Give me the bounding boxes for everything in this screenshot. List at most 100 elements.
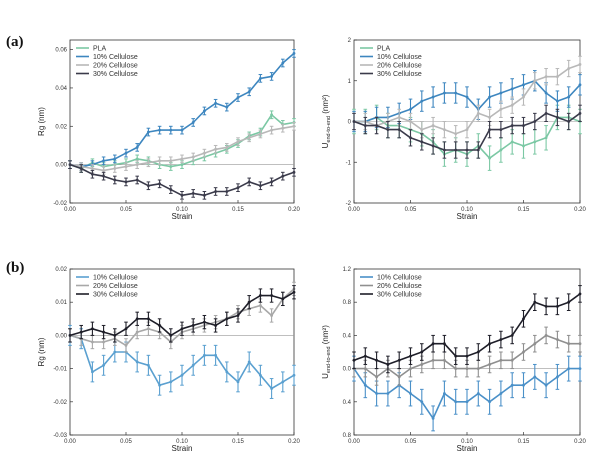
data-point <box>443 392 446 395</box>
x-tick-label: 0.05 <box>120 207 132 213</box>
data-point <box>169 334 173 337</box>
data-point <box>397 358 401 362</box>
y-tick-label: 0.8 <box>343 433 352 439</box>
panel-label-a: (a) <box>6 34 24 50</box>
data-point <box>158 383 162 387</box>
data-point <box>270 294 273 297</box>
data-point <box>169 159 173 163</box>
data-point <box>409 120 412 123</box>
data-point <box>420 350 424 354</box>
data-point <box>556 375 559 379</box>
x-tick-label: 0.10 <box>176 439 188 445</box>
data-point <box>270 314 273 317</box>
data-point <box>158 159 162 163</box>
series-30-cellulose <box>68 160 296 200</box>
data-point <box>510 383 514 387</box>
data-point <box>169 188 173 191</box>
data-point <box>510 103 514 107</box>
data-point <box>259 373 262 377</box>
data-point <box>135 317 139 321</box>
data-point <box>556 304 559 308</box>
data-point <box>79 167 83 170</box>
data-point <box>147 130 150 134</box>
data-point <box>225 317 229 321</box>
y-tick-label: 0.4 <box>343 400 352 406</box>
data-point <box>386 128 390 132</box>
data-point <box>225 370 229 374</box>
data-point <box>113 167 117 170</box>
x-tick-label: 0.15 <box>518 439 530 445</box>
data-point <box>158 324 162 327</box>
data-point <box>203 320 206 324</box>
data-point <box>113 350 117 354</box>
data-point <box>454 354 458 358</box>
data-point <box>113 157 117 161</box>
y-tick-label: 0.02 <box>55 124 67 130</box>
data-point <box>214 324 218 327</box>
x-tick-label: 0.00 <box>64 207 76 213</box>
legend-label: PLA <box>377 46 391 53</box>
data-point <box>102 169 105 172</box>
data-point <box>102 159 105 163</box>
data-point <box>270 113 273 117</box>
data-point <box>214 101 218 105</box>
data-point <box>113 334 117 337</box>
x-tick-label: 0.15 <box>518 207 530 213</box>
data-point <box>135 157 139 161</box>
data-point <box>247 136 251 140</box>
series-30-cellulose <box>352 285 582 374</box>
data-point <box>533 79 537 83</box>
data-point <box>544 304 548 308</box>
data-point <box>281 174 285 178</box>
x-tick-label: 0.20 <box>574 207 586 213</box>
y-tick-label: -0.02 <box>53 400 67 406</box>
data-point <box>375 358 378 362</box>
data-point <box>270 75 273 78</box>
data-point <box>180 128 184 132</box>
data-point <box>386 392 390 395</box>
x-tick-label: 0.05 <box>405 207 417 213</box>
data-point <box>225 145 229 149</box>
data-point <box>386 363 390 366</box>
data-point <box>510 140 514 144</box>
data-point <box>476 392 480 395</box>
legend-label: 20% Cellulose <box>93 283 138 290</box>
data-point <box>556 99 559 103</box>
data-point <box>476 350 480 354</box>
data-point <box>135 360 139 364</box>
x-tick-label: 0.05 <box>120 439 132 445</box>
data-point <box>375 375 378 379</box>
data-point <box>135 145 139 149</box>
data-point <box>236 380 240 384</box>
y-tick-label: 0.06 <box>55 48 67 54</box>
y-tick-label: 0.4 <box>343 333 352 339</box>
data-point <box>431 124 435 127</box>
data-point <box>488 116 491 119</box>
chart-a-end-to-end: 0.00 0.05 0.10 0.15 0.20 -2 -1 0 1 2 Strain Uend-to… <box>321 38 586 221</box>
data-point <box>465 128 469 132</box>
y-tick-label: 0.00 <box>55 163 67 169</box>
data-point <box>292 290 296 294</box>
data-point <box>375 392 378 395</box>
y-tick-label: 0.01 <box>55 300 67 306</box>
data-point <box>124 151 128 155</box>
data-point <box>488 156 491 160</box>
data-point <box>180 373 184 377</box>
data-point <box>292 52 296 55</box>
data-point <box>191 192 195 195</box>
data-point <box>499 107 503 111</box>
data-point <box>510 358 514 362</box>
data-point <box>465 367 469 370</box>
data-point <box>567 120 571 123</box>
data-point <box>124 180 128 184</box>
data-point <box>124 327 128 331</box>
x-tick-label: 0.10 <box>461 207 473 213</box>
x-tick-label: 0.00 <box>348 439 360 445</box>
data-point <box>499 338 503 341</box>
data-point <box>454 132 458 136</box>
legend-label: 20% Cellulose <box>377 63 422 70</box>
data-point <box>191 363 195 367</box>
data-point <box>102 330 105 334</box>
series-10-cellulose <box>68 324 296 399</box>
data-point <box>443 148 446 152</box>
